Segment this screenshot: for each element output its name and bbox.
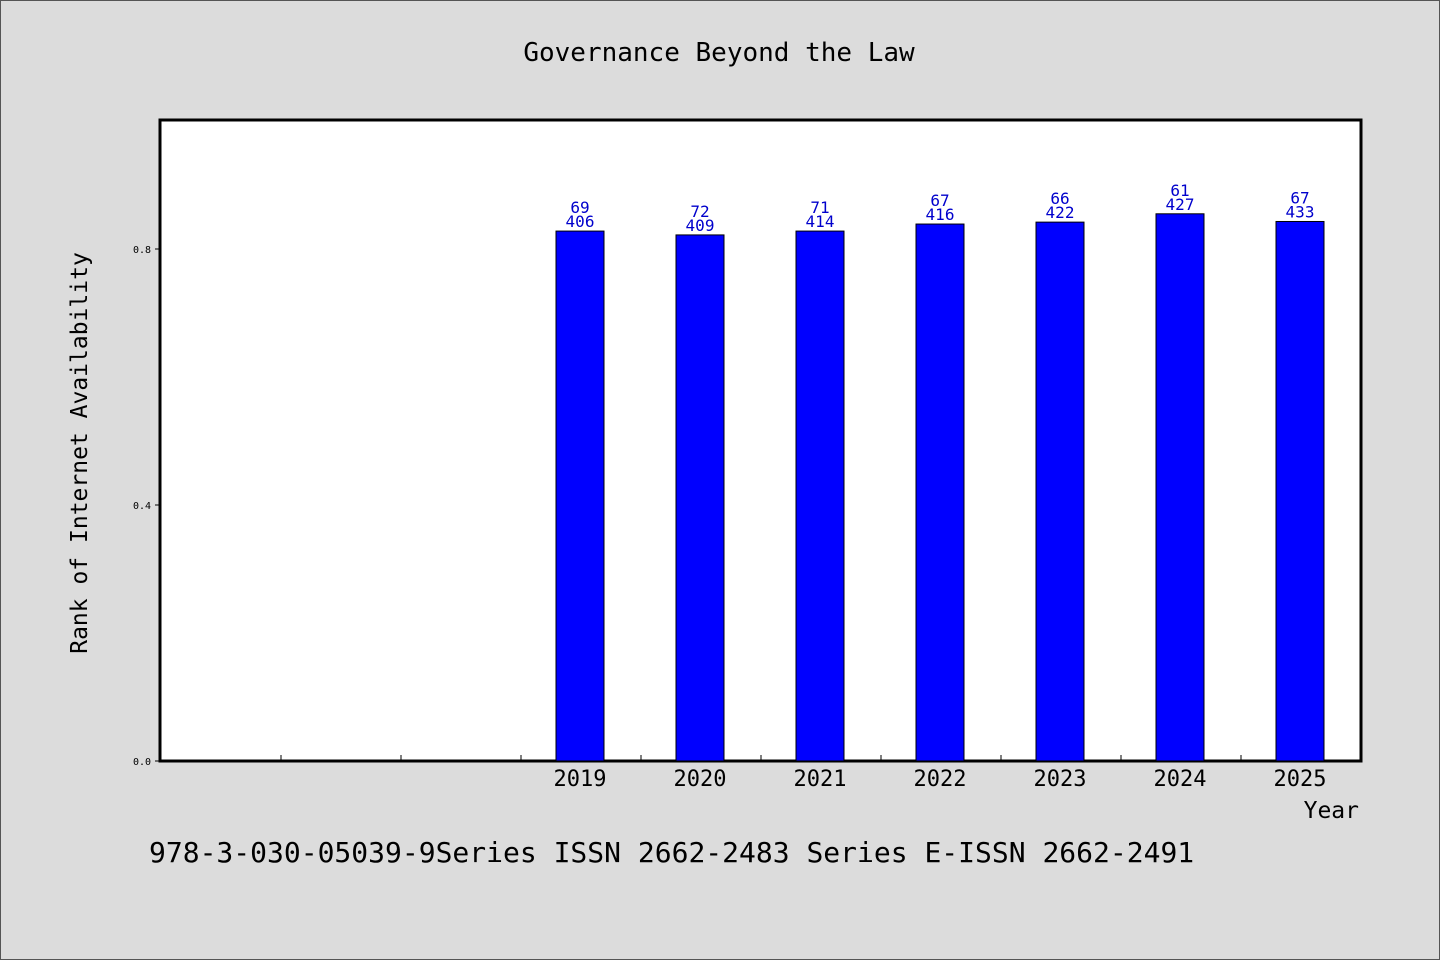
y-tick-label-1: 0.4 [133, 501, 151, 512]
data-label-top-2025: 67 [1290, 188, 1309, 207]
bar-2022 [915, 223, 965, 762]
bar-2023 [1035, 221, 1085, 762]
x-axis-label: Year [1304, 798, 1359, 824]
data-label-bottom-2021: 414 [806, 212, 835, 231]
x-tick-label-2023: 2023 [1034, 767, 1087, 792]
y-tick-label-2: 0.8 [133, 245, 151, 256]
data-label-top-2022: 67 [930, 191, 949, 210]
x-tick-label-2021: 2021 [794, 767, 847, 792]
data-label-bottom-2024: 427 [1166, 195, 1195, 214]
bar-2025 [1275, 220, 1325, 762]
x-tick-label-2022: 2022 [914, 767, 967, 792]
y-axis: 0.0 0.4 0.8 [133, 245, 161, 768]
bar-2021 [795, 230, 845, 762]
x-axis: 2019 2020 2021 2022 2023 2024 2025 [280, 755, 1327, 792]
bar-2024 [1155, 213, 1205, 762]
x-tick-label-2020: 2020 [674, 767, 727, 792]
data-label-top-2023: 66 [1050, 189, 1069, 208]
data-label-top-2020: 72 [690, 202, 709, 221]
bars [555, 213, 1325, 762]
y-axis-label: Rank of Internet Availability [67, 252, 93, 654]
x-tick-label-2025: 2025 [1274, 767, 1327, 792]
bar-2020 [675, 234, 725, 762]
chart-title: Governance Beyond the Law [523, 38, 915, 68]
data-label-top-2021: 71 [810, 198, 829, 217]
bar-2019 [555, 230, 605, 762]
data-label-bottom-2023: 422 [1046, 203, 1075, 222]
data-label-bottom-2019: 406 [566, 212, 595, 231]
data-label-bottom-2022: 416 [926, 205, 955, 224]
x-tick-label-2019: 2019 [554, 767, 607, 792]
data-label-top-2019: 69 [570, 198, 589, 217]
data-label-bottom-2020: 409 [686, 216, 715, 235]
x-tick-label-2024: 2024 [1154, 767, 1207, 792]
footer-identifiers: 978-3-030-05039-9Series ISSN 2662-2483 S… [149, 836, 1194, 869]
data-label-bottom-2025: 433 [1286, 202, 1315, 221]
y-tick-label-0: 0.0 [133, 757, 151, 768]
data-label-top-2024: 61 [1170, 181, 1189, 200]
